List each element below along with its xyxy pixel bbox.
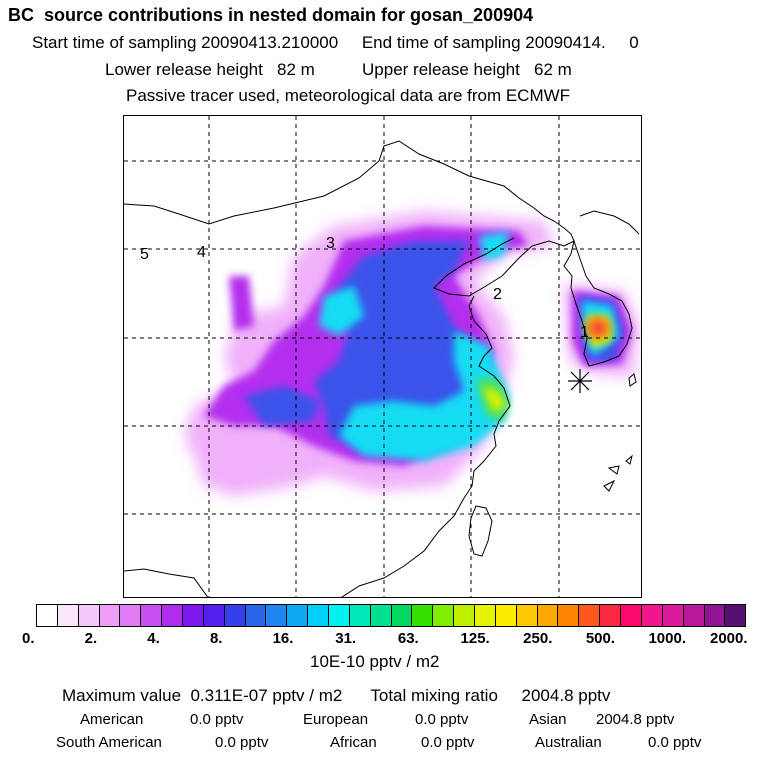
colorbar-segment [78,605,100,626]
point-label-3: 3 [326,235,335,252]
max-total-line: Maximum value 0.311E-07 pptv / m2 Total … [62,687,610,704]
colorbar-segment [266,605,288,626]
colorbar [36,604,746,627]
colorbar-segment [141,605,163,626]
colorbar-tick-label: 31. [335,630,357,647]
point-label-5: 5 [140,246,149,263]
colorbar-segment [412,605,434,626]
grid-lines [124,116,641,597]
point-label-4: 4 [197,244,206,261]
colorbar-tick-label: 250. [523,630,553,647]
row1-american-value: 0.0 pptv [190,711,244,728]
colorbar-segment [203,605,225,626]
colorbar-segment [370,605,392,626]
sampling-times: Start time of sampling 20090413.210000 E… [32,34,639,51]
row2-african: African [330,734,377,751]
end-time: End time of sampling 20090414. 0 [361,33,639,52]
colorbar-segment [57,605,79,626]
row2-african-value: 0.0 pptv [421,734,475,751]
max-value: Maximum value 0.311E-07 pptv / m2 [62,686,343,705]
plume-cyan [319,231,619,461]
row2-australian-value: 0.0 pptv [648,734,702,751]
row2-australian: Australian [535,734,602,751]
colorbar-segment [454,605,476,626]
colorbar-tick-label: 2. [84,630,98,647]
colorbar-segment [662,605,684,626]
point-labels: 1 2 3 4 5 [140,235,589,341]
colorbar-segment [621,605,642,626]
row1-european: European [303,711,369,728]
colorbar-segment [308,605,330,626]
row1-american: American [80,712,143,727]
colorbar-segment [433,605,455,626]
colorbar-segment [391,605,413,626]
colorbar-segment [495,605,517,626]
colorbar-tick-label: 8. [209,630,223,647]
plot-title: BC source contributions in nested domain… [8,5,534,25]
colorbar-segment [224,605,246,626]
colorbar-segment [287,605,309,626]
row1-european-value: 0.0 pptv [415,711,469,728]
lower-height: Lower release height 82 m [105,60,315,79]
colorbar-segment [329,605,350,626]
colorbar-segment [537,605,559,626]
start-time: Start time of sampling 20090413.210000 [32,33,339,52]
colorbar-tick-label: 500. [585,630,616,647]
release-heights: Lower release height 82 m Upper release … [105,61,572,78]
point-label-2: 2 [493,286,502,303]
colorbar-segment [725,605,746,626]
colorbar-segment [183,605,204,626]
colorbar-segment [475,605,496,626]
colorbar-segment [349,605,371,626]
point-label-1: 1 [580,324,589,341]
map-panel: 1 2 3 4 5 [123,115,642,598]
colorbar-tick-label: 125. [460,630,490,647]
colorbar-tick-label: 2000. [710,630,748,647]
colorbar-tick-label: 16. [272,630,294,647]
colorbar-segment [516,605,538,626]
colorbar-units: 10E-10 pptv / m2 [310,652,440,671]
colorbar-segment [99,605,121,626]
map-svg: 1 2 3 4 5 [124,116,641,597]
colorbar-segment [162,605,184,626]
colorbar-segment [579,605,601,626]
colorbar-segment [704,605,726,626]
row1-asian: Asian [529,711,567,728]
colorbar-segment [641,605,663,626]
colorbar-segment [683,605,705,626]
colorbar-tick-label: 1000. [648,630,687,647]
row2-south-american-value: 0.0 pptv [215,734,269,751]
asterisk-icon [568,369,592,393]
colorbar-tick-label: 63. [397,630,419,647]
colorbar-segment [120,605,142,626]
row2-south-american: South American [56,734,162,751]
colorbar-segment [245,605,267,626]
row1-asian-value: 2004.8 pptv [596,711,675,728]
coastlines [124,140,640,597]
american-label: American [80,711,144,728]
colorbar-tick-label: 0. [22,630,35,647]
total-mixing-ratio: Total mixing ratio 2004.8 pptv [370,686,611,705]
plume-hotspot [585,316,611,340]
tracer-note: Passive tracer used, meteorological data… [126,86,571,105]
colorbar-segment [37,605,58,626]
colorbar-segment [558,605,580,626]
colorbar-segment [600,605,622,626]
upper-height: Upper release height 62 m [362,60,572,79]
colorbar-tick-label: 4. [147,630,160,647]
